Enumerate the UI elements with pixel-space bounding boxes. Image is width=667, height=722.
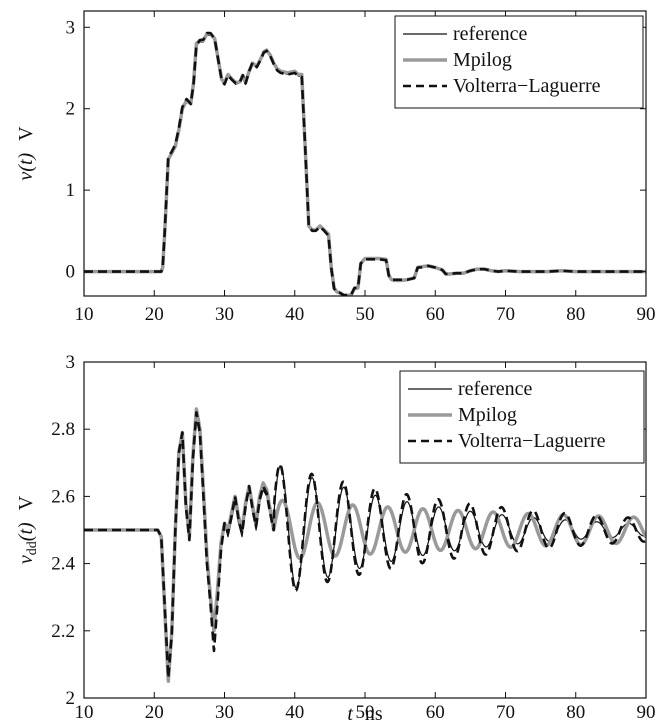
y-tick-label: 3 (66, 352, 76, 373)
y-axis-var: v (15, 172, 37, 181)
y-axis-label: vdd(t) V (15, 495, 40, 564)
y-tick-label: 3 (66, 17, 76, 38)
y-axis-sub: dd (25, 541, 40, 555)
x-tick-label: 10 (75, 702, 94, 722)
y-axis-unit: V (15, 126, 37, 141)
chart-panel-2: 10 20 30 40 50 60 70 80 90 2 2.2 2.4 2.6 2.8 3 vdd(t) Vt… (15, 352, 656, 722)
legend-label: Volterra−Laguerre (458, 430, 606, 452)
legend-box (394, 15, 644, 109)
x-tick-label: 20 (145, 304, 164, 325)
y-axis-unit: V (15, 495, 37, 510)
legend-label: reference (453, 23, 527, 45)
y-axis-arg: (t) (15, 153, 37, 172)
y-axis-label: v(t) V (15, 126, 37, 181)
x-tick-label: 90 (637, 304, 656, 325)
x-tick-label: 90 (637, 702, 656, 722)
x-tick-label: 30 (215, 304, 234, 325)
x-tick-label: 50 (356, 304, 375, 325)
x-axis-var: t (347, 703, 353, 722)
y-tick-label: 0 (66, 262, 76, 283)
x-tick-label: 30 (215, 702, 234, 722)
y-tick-label: 2.6 (51, 486, 75, 507)
y-tick-label: 1 (66, 180, 76, 201)
x-tick-label: 40 (285, 304, 304, 325)
legend-box (399, 370, 645, 464)
series-line-volterra-laguerre (84, 31, 646, 296)
y-tick-label: 2.8 (51, 419, 75, 440)
x-tick-label: 20 (145, 702, 164, 722)
y-axis-var: v (15, 555, 37, 564)
y-tick-label: 2.2 (51, 621, 75, 642)
x-tick-label: 50 (356, 702, 375, 722)
y-tick-label: 2 (66, 688, 76, 709)
y-tick-label: 2.4 (51, 554, 75, 575)
x-tick-label: 60 (426, 304, 445, 325)
series-line-volterra-laguerre (84, 411, 646, 680)
x-tick-label: 10 (75, 304, 94, 325)
y-tick-label: 2 (66, 99, 76, 120)
x-tick-label: 80 (566, 304, 585, 325)
legend: reference Mpilog Volterra−Laguerre (394, 15, 644, 109)
legend: reference Mpilog Volterra−Laguerre (399, 370, 645, 464)
y-axis-arg: (t) (15, 522, 37, 541)
x-tick-label: 60 (426, 702, 445, 722)
legend-label: reference (458, 378, 532, 400)
legend-label: Mpilog (453, 49, 512, 71)
x-axis-unit: ns (365, 703, 383, 722)
x-axis-label: t ns (347, 703, 383, 722)
x-tick-label: 70 (496, 304, 515, 325)
legend-label: Volterra−Laguerre (453, 75, 601, 97)
x-tick-label: 70 (496, 702, 515, 722)
x-tick-label: 40 (285, 702, 304, 722)
legend-label: Mpilog (458, 404, 517, 426)
x-tick-label: 80 (566, 702, 585, 722)
